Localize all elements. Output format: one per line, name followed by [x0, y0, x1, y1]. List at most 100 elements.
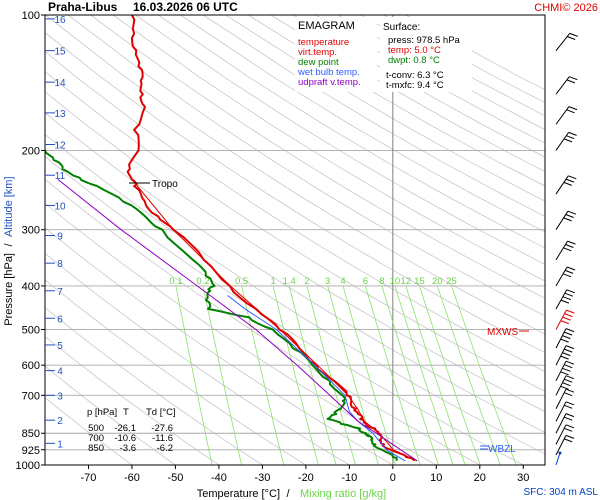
- wind-barb-flag: [562, 367, 571, 372]
- altitude-tick-label: 8: [57, 259, 63, 270]
- wind-barb-flag: [564, 331, 573, 336]
- mixing-ratio-label: 10: [390, 276, 401, 287]
- wind-barb-flag: [566, 135, 575, 140]
- legend-item-temperature: temperature: [298, 37, 349, 48]
- mixing-ratio-line: [394, 285, 454, 465]
- wind-barb: [555, 345, 567, 366]
- wind-barb-flag: [567, 210, 577, 215]
- dry-adiabat: [67, 15, 545, 317]
- wind-barb: [555, 424, 567, 445]
- wind-barb-flag: [568, 175, 577, 180]
- legend-item-virt-temp: virt.temp.: [298, 47, 337, 58]
- dry-adiabat: [45, 50, 545, 373]
- altitude-tick-label: 3: [57, 391, 63, 402]
- wind-barb-flag: [565, 413, 575, 418]
- wind-barb: [555, 132, 570, 151]
- x-axis-title-2: Mixing ratio [g/kg]: [300, 488, 386, 500]
- tropopause-label: Tropo: [152, 179, 178, 190]
- altitude-tick-label: 1: [57, 439, 63, 450]
- altitude-tick-label: 13: [54, 109, 66, 120]
- altitude-tick-label: 5: [57, 341, 63, 352]
- x-tick-label: -30: [254, 472, 270, 484]
- wind-barb-flag: [562, 335, 571, 340]
- series-layer: [45, 15, 418, 462]
- dry-adiabat: [180, 15, 545, 233]
- y-tick-label: 600: [22, 360, 40, 372]
- mixing-ratio-label: 4: [340, 276, 345, 287]
- wind-barb-flag: [565, 345, 575, 350]
- wind-barb-flag: [564, 427, 573, 432]
- surface-wind-dot: [558, 451, 562, 455]
- mixing-ratio-label: 20: [432, 276, 443, 287]
- y-axis-separator: /: [3, 243, 15, 247]
- mixing-ratio-line: [451, 285, 517, 465]
- x-tick-label: 0: [390, 472, 396, 484]
- surface-info: Surface: press: 978.5 hPa temp: 5.0 °C d…: [380, 17, 472, 92]
- wind-barb-flag: [567, 36, 576, 40]
- wind-barb-flag: [565, 360, 575, 365]
- surface-title: Surface:: [383, 22, 420, 33]
- wind-barb-flag: [569, 76, 578, 81]
- x-tick-label: -40: [211, 472, 227, 484]
- dry-adiabat: [225, 15, 545, 202]
- surface-height-label: SFC: 304 m ASL: [524, 487, 599, 498]
- mixing-ratio-lines: [175, 285, 517, 465]
- table-header-p: p [hPa]: [87, 407, 117, 418]
- dry-adiabat: [157, 15, 545, 249]
- grid-lines: [45, 15, 545, 465]
- y-tick-label: 200: [22, 145, 40, 157]
- wind-barb-flag: [565, 244, 574, 248]
- table-row-p: 850: [88, 443, 104, 454]
- mixing-ratio-label: 12: [401, 276, 412, 287]
- x-tick-label: 20: [474, 472, 486, 484]
- wind-barb-flag: [564, 292, 573, 297]
- y-tick-label: 500: [22, 325, 40, 337]
- surface-wind-barb: [555, 452, 561, 466]
- wind-barb-flag: [568, 131, 577, 136]
- altitude-tick-label: 12: [54, 141, 66, 152]
- mixing-ratio-line: [202, 285, 242, 465]
- series-line-wet-bulb-temp: [227, 295, 406, 462]
- wind-barb-flag: [565, 328, 575, 333]
- x-tick-label: 30: [517, 472, 529, 484]
- mixing-ratio-label: 8: [379, 276, 384, 287]
- series-lines: [45, 15, 418, 462]
- wind-barb: [555, 266, 568, 287]
- legend-item-updraft: udpraft v.temp.: [298, 77, 361, 88]
- wind-barb-flag: [565, 401, 575, 406]
- table-row-p: 700: [88, 433, 104, 444]
- wind-barb: [555, 401, 567, 422]
- wind-barb-flag: [569, 32, 578, 37]
- surface-press: press: 978.5 hPa: [388, 35, 461, 46]
- altitude-tick-label: 2: [57, 416, 63, 427]
- wind-barb-flag: [563, 138, 573, 143]
- mixing-ratio-label: 1.4: [283, 276, 296, 287]
- wind-barb-flag: [560, 320, 569, 325]
- plot-border: [44, 14, 546, 466]
- altitude-tick-label: 6: [57, 314, 63, 325]
- y-axis-title: Pressure [hPa]: [3, 253, 15, 326]
- wind-barb-flag: [562, 382, 571, 387]
- table-header-td: Td [°C]: [146, 407, 176, 418]
- wind-barb-flag: [563, 217, 572, 222]
- wind-barb: [555, 76, 570, 95]
- wind-barb-flag: [568, 106, 578, 111]
- mixing-ratio-label: 1: [270, 276, 275, 287]
- table-row-t: -10.6: [114, 433, 136, 444]
- credit-text: CHMI© 2026: [534, 2, 598, 14]
- wind-barb: [555, 175, 569, 195]
- table-row-td: -11.6: [152, 433, 173, 444]
- mixing-ratio-label: 25: [446, 276, 457, 287]
- altitude-tick-label: 10: [54, 201, 66, 212]
- table-row-td: -27.6: [151, 423, 173, 434]
- legend-title: EMAGRAM: [298, 20, 355, 32]
- wind-barb-flag: [560, 385, 569, 390]
- wind-barb-flag: [560, 338, 569, 343]
- wind-barb-flag: [564, 404, 573, 409]
- mixing-ratio-line: [175, 285, 213, 465]
- mixing-ratio-line: [306, 285, 356, 465]
- wind-barb-flag: [566, 79, 576, 84]
- wind-barb-flag: [564, 313, 573, 318]
- wind-barb: [555, 240, 568, 261]
- table-row-p: 500: [88, 423, 104, 434]
